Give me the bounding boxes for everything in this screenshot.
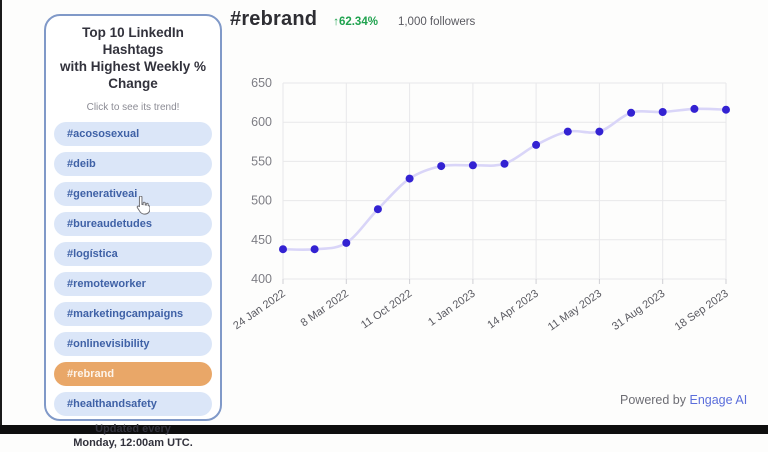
x-axis-tick-label: 14 Apr 2023 (485, 288, 540, 332)
x-axis-tick-label: 11 May 2023 (546, 288, 604, 334)
data-point (564, 128, 572, 136)
app-window: { "sidebar": { "title_lines": ["Top 10 L… (0, 0, 768, 434)
hashtag-pill-bureaudetudes[interactable]: #bureaudetudes (54, 212, 212, 236)
trend-line (283, 109, 726, 250)
followers-count: 1,000 followers (398, 16, 475, 28)
data-point (532, 141, 540, 149)
hashtag-sidebar: Top 10 LinkedIn Hashtags with Highest We… (44, 14, 222, 421)
screen-edge-left (0, 0, 2, 434)
hashtag-pill-rebrand[interactable]: #rebrand (54, 362, 212, 386)
x-axis-tick-label: 1 Jan 2023 (426, 288, 477, 329)
hashtag-pill-remoteworker[interactable]: #remoteworker (54, 272, 212, 296)
y-axis-tick-label: 650 (251, 76, 272, 90)
hashtag-pill-healthandsafety[interactable]: #healthandsafety (54, 392, 212, 416)
update-schedule-note: Updated every Monday, 12:00am UTC. (73, 422, 193, 452)
sidebar-title: Top 10 LinkedIn Hashtags with Highest We… (54, 25, 212, 93)
hashtag-list: #acososexual #deib #generativeai #bureau… (54, 122, 212, 422)
hashtag-pill-generativeai[interactable]: #generativeai (54, 182, 212, 206)
data-point (279, 245, 287, 253)
data-point (437, 162, 445, 170)
x-axis-tick-label: 18 Sep 2023 (673, 288, 731, 334)
y-axis-tick-label: 550 (251, 154, 272, 168)
x-axis-tick-label: 31 Aug 2023 (610, 288, 668, 333)
data-point (469, 161, 477, 169)
data-point (627, 109, 635, 117)
y-axis-tick-label: 500 (251, 194, 272, 208)
y-axis-tick-label: 400 (251, 272, 272, 286)
hashtag-pill-marketingcampaigns[interactable]: #marketingcampaigns (54, 302, 212, 326)
powered-by-note: Powered by Engage AI (620, 393, 747, 407)
hashtag-pill-onlinevisibility[interactable]: #onlinevisibility (54, 332, 212, 356)
data-point (501, 160, 509, 168)
data-point (342, 239, 350, 247)
sidebar-subtitle: Click to see its trend! (87, 102, 180, 113)
data-point (406, 175, 414, 183)
hashtag-pill-logistica[interactable]: #logística (54, 242, 212, 266)
hashtag-pill-acososexual[interactable]: #acososexual (54, 122, 212, 146)
data-point (311, 245, 319, 253)
data-point (659, 108, 667, 116)
selected-hashtag-title: #rebrand (230, 8, 317, 31)
hashtag-pill-deib[interactable]: #deib (54, 152, 212, 176)
chart-header: #rebrand ↑62.34% 1,000 followers (230, 8, 475, 31)
x-axis-tick-label: 8 Mar 2022 (299, 288, 351, 330)
data-point (690, 105, 698, 113)
y-axis-tick-label: 450 (251, 233, 272, 247)
data-point (374, 205, 382, 213)
y-axis-tick-label: 600 (251, 115, 272, 129)
powered-by-text: Powered by (620, 393, 689, 407)
x-axis-tick-label: 11 Oct 2022 (359, 288, 414, 332)
weekly-change-badge: ↑62.34% (333, 16, 378, 28)
data-point (595, 128, 603, 136)
data-point (722, 106, 730, 114)
engage-ai-link[interactable]: Engage AI (689, 393, 747, 407)
x-axis-tick-label: 24 Jan 2022 (231, 288, 287, 333)
